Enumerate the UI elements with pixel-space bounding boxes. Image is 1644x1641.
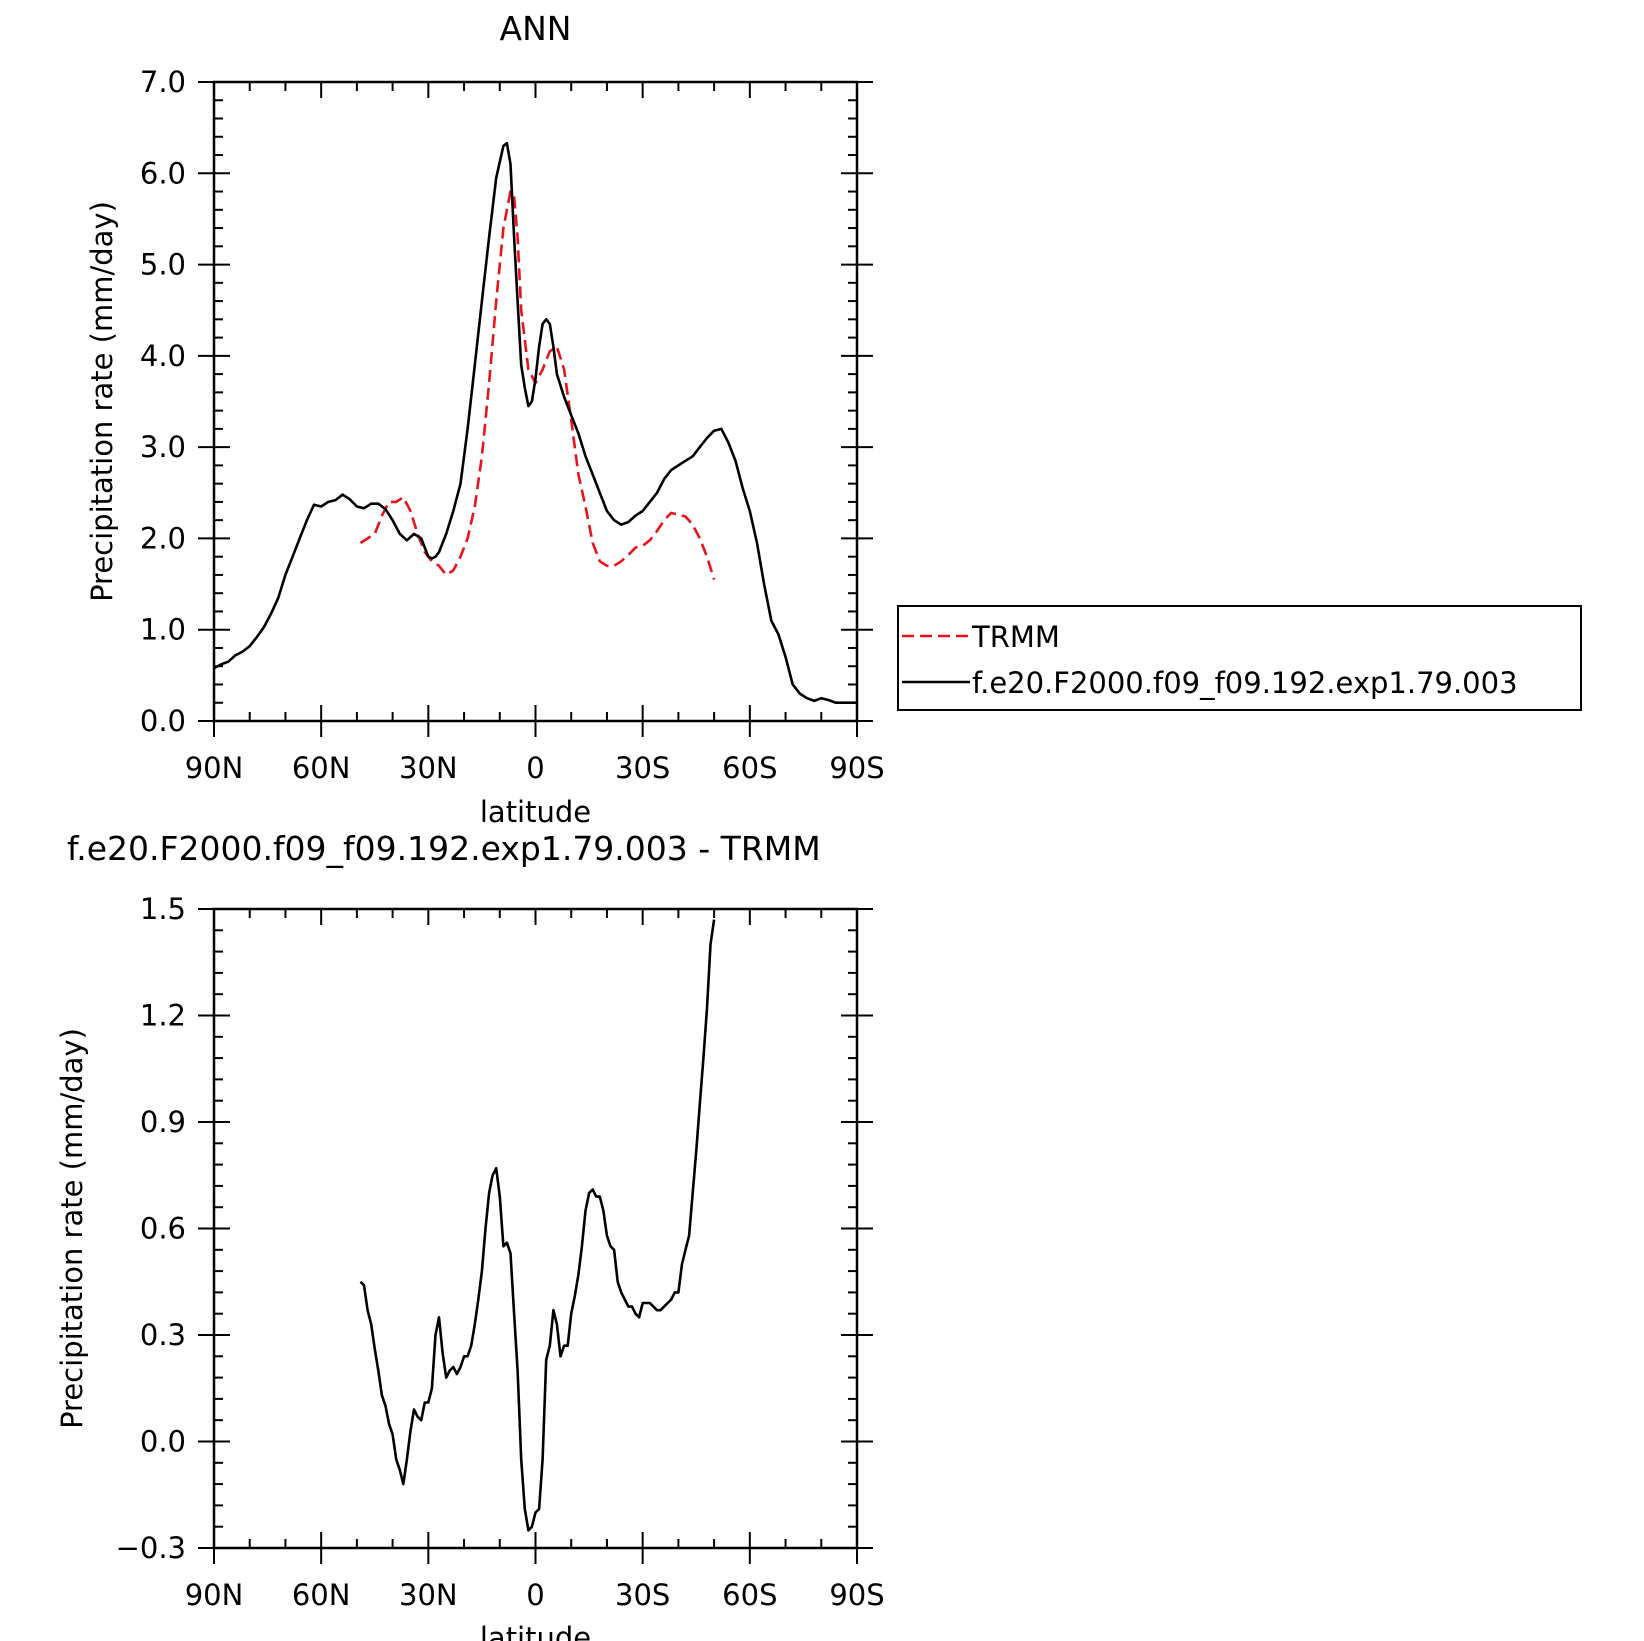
x-tick-label: 60S: [722, 1578, 777, 1612]
chart-title: f.e20.F2000.f09_f09.192.exp1.79.003 - TR…: [67, 829, 821, 868]
chart-title: ANN: [500, 9, 572, 48]
plot-frame: [212, 80, 859, 723]
legend-label: TRMM: [971, 620, 1060, 654]
x-tick-label: 0: [526, 1578, 544, 1612]
y-tick-label: −0.3: [116, 1531, 186, 1565]
series-line-model: [213, 141, 857, 705]
x-tick-label: 0: [526, 751, 544, 785]
difference-panel: 90N 60N 30N 0 30S 60S 90S −0.3 0.0 0.3 0.6 0.9 1.2 1.…: [55, 829, 885, 1641]
y-tick-label: 0.9: [140, 1105, 186, 1139]
y-tick-label: 1.2: [140, 999, 186, 1033]
x-tick-label: 60S: [722, 751, 777, 785]
y-tick-label: 6.0: [140, 156, 186, 190]
y-tick-label: 5.0: [140, 248, 186, 282]
x-tick-label: 90S: [829, 751, 884, 785]
y-tick-label: 3.0: [140, 430, 186, 464]
y-tick-label: 1.0: [140, 613, 186, 647]
annual-precipitation-panel: 90N 60N 30N 0 30S 60S 90S 0.0 1.0 2.0 3.0 4.0 5.0 6.0…: [85, 9, 1582, 829]
x-axis-title: latitude: [480, 1621, 591, 1641]
x-tick-label: 30N: [399, 1578, 458, 1612]
x-tick-label: 90N: [185, 751, 244, 785]
y-axis-title: Precipitation rate (mm/day): [85, 201, 119, 602]
x-tick-label: 90S: [829, 1578, 884, 1612]
legend-box: [897, 605, 1582, 711]
x-tick-label: 30S: [615, 751, 670, 785]
x-tick-label: 60N: [292, 1578, 351, 1612]
y-tick-label: 0.0: [140, 1425, 186, 1459]
y-tick-label: 0.6: [140, 1212, 186, 1246]
y-tick-label: 0.0: [140, 704, 186, 738]
x-tick-label: 60N: [292, 751, 351, 785]
y-tick-label: 7.0: [140, 65, 186, 99]
series-line-model: [359, 919, 716, 1532]
y-tick-label: 2.0: [140, 521, 186, 555]
series-line-trmm: [359, 190, 716, 580]
chart-legend: TRMM f.e20.F2000.f09_f09.192.exp1.79.003: [897, 605, 1582, 711]
y-tick-label: 4.0: [140, 339, 186, 373]
x-tick-label: 30N: [399, 751, 458, 785]
y-axis-title: Precipitation rate (mm/day): [55, 1028, 89, 1429]
legend-label: f.e20.F2000.f09_f09.192.exp1.79.003: [972, 666, 1518, 700]
y-tick-label: 0.3: [140, 1318, 186, 1352]
plot-frame: [212, 907, 859, 1550]
y-tick-label: 1.5: [140, 892, 186, 926]
x-axis-title: latitude: [480, 795, 591, 829]
x-tick-label: 30S: [615, 1578, 670, 1612]
x-tick-label: 90N: [185, 1578, 244, 1612]
